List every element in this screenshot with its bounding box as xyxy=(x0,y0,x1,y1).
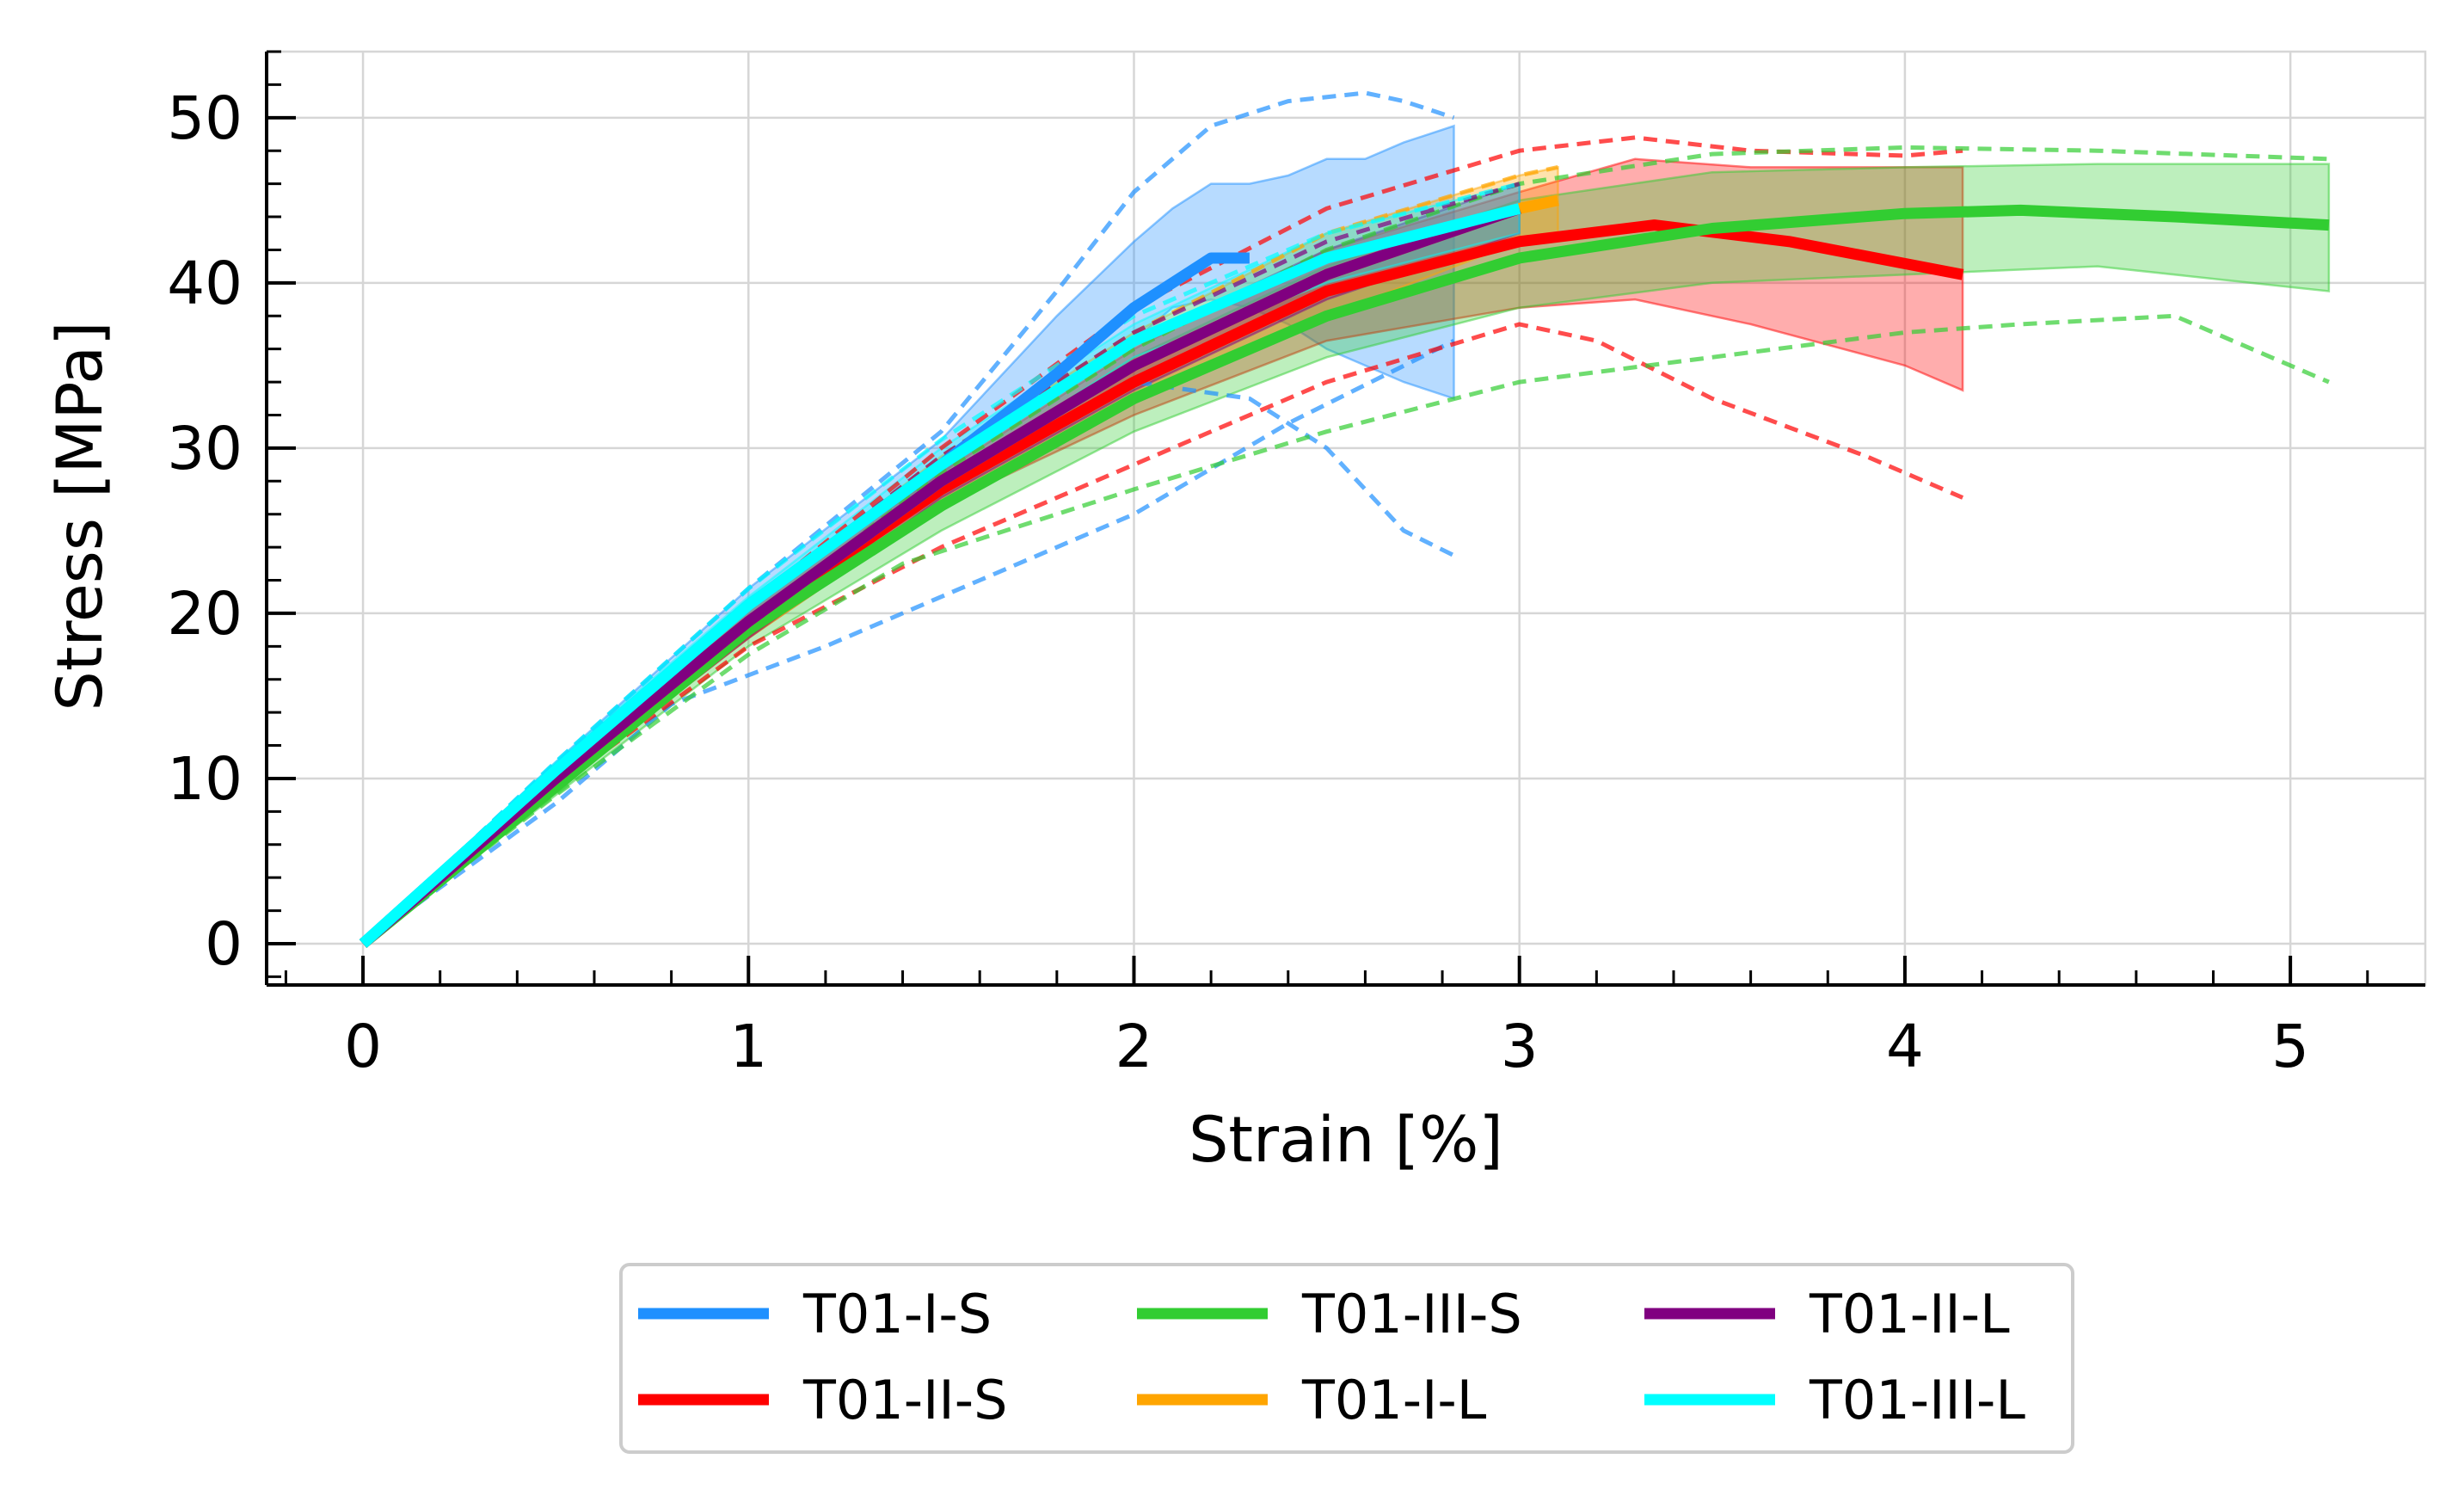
x-tick-label: 4 xyxy=(1886,1013,1924,1081)
specimen-curve-T01-I-S-3 xyxy=(361,338,1455,946)
specimen-curve-T01-I-S-2 xyxy=(361,379,1455,945)
specimen-curve-T01-II-S-2 xyxy=(361,322,1964,945)
axes xyxy=(265,50,2427,987)
mean-curve-T01-III-L xyxy=(359,203,1521,948)
x-tick-label: 5 xyxy=(2271,1013,2309,1081)
legend-label-T01-II-S: T01-II-S xyxy=(802,1369,1007,1431)
specimen-curve-T01-III-S-2 xyxy=(361,313,2330,945)
grid xyxy=(267,52,2425,985)
x-tick-label: 0 xyxy=(344,1013,382,1081)
x-tick-label: 2 xyxy=(1115,1013,1153,1081)
y-tick-label: 40 xyxy=(167,249,243,318)
legend-label-T01-II-L: T01-II-L xyxy=(1809,1283,2010,1345)
specimen-curve-T01-III-S-1 xyxy=(361,145,2329,945)
specimen-curve-T01-III-L-1 xyxy=(361,182,1521,945)
y-tick-label: 10 xyxy=(167,745,243,814)
y-tick-label: 0 xyxy=(205,910,243,979)
mean-curves xyxy=(359,194,2330,949)
legend: T01-I-S T01-II-S T01-III-S T01-I-L T01-II-L T… xyxy=(619,1263,2074,1454)
legend-label-T01-I-S: T01-I-S xyxy=(802,1283,992,1345)
y-axis-label: Stress [MPa] xyxy=(44,322,117,711)
x-tick-label: 1 xyxy=(729,1013,767,1081)
y-tick-label: 20 xyxy=(167,580,243,649)
legend-label-T01-III-L: T01-III-L xyxy=(1809,1369,2025,1431)
mean-curve-T01-II-L xyxy=(359,203,1521,948)
legend-label-T01-I-L: T01-I-L xyxy=(1301,1369,1487,1431)
y-tick-label: 30 xyxy=(167,415,243,483)
legend-label-T01-III-S: T01-III-S xyxy=(1301,1283,1522,1345)
x-tick-label: 3 xyxy=(1501,1013,1539,1081)
x-axis-label: Strain [%] xyxy=(1189,1104,1503,1177)
mean-curve-T01-III-S xyxy=(359,204,2330,949)
y-tick-label: 50 xyxy=(167,84,243,153)
